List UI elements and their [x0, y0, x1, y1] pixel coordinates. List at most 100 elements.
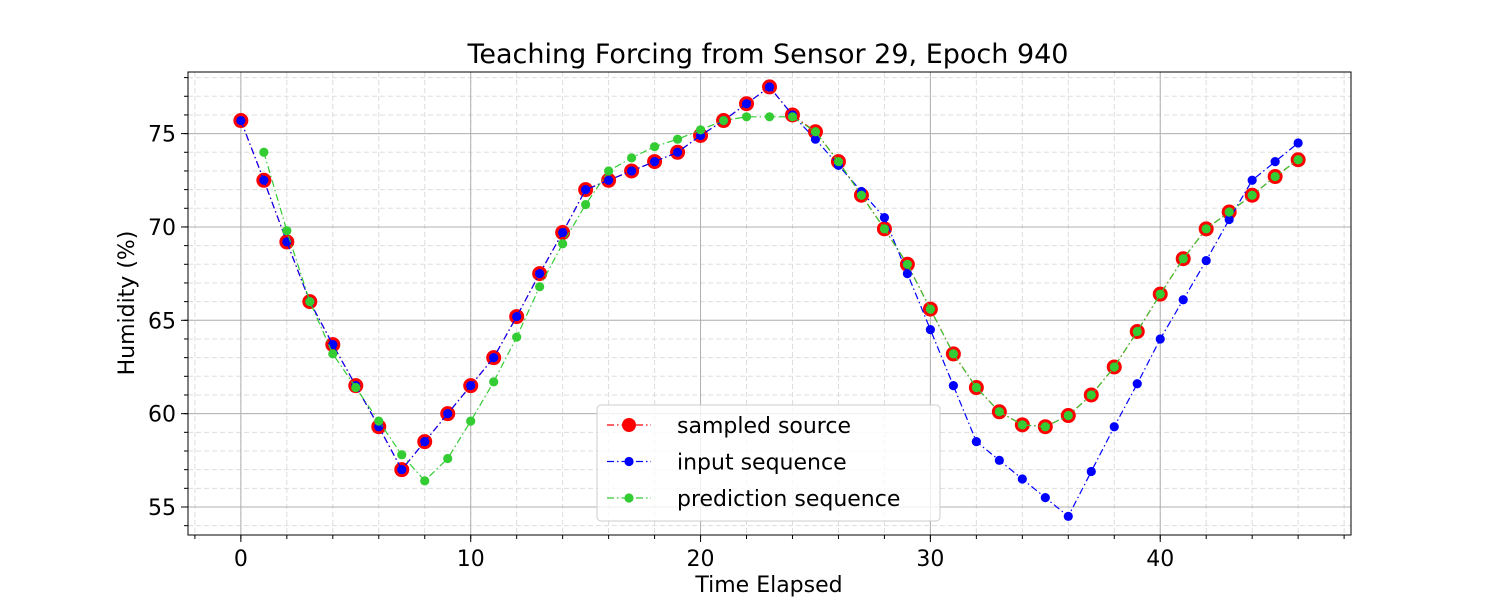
data-point-prediction-sequence — [259, 147, 269, 157]
data-point-input-sequence — [626, 166, 637, 176]
data-point-input-sequence — [879, 213, 890, 223]
data-point-prediction-sequence — [1132, 326, 1142, 337]
data-point-prediction-sequence — [282, 226, 292, 236]
legend-item-sampled-source: sampled source — [607, 414, 851, 439]
y-tick-label: 70 — [148, 216, 176, 241]
data-point-prediction-sequence — [604, 166, 614, 176]
data-point-prediction-sequence — [856, 190, 867, 200]
data-point-prediction-sequence — [833, 157, 844, 167]
x-tick-label: 20 — [687, 547, 715, 572]
legend-label-input-sequence: input sequence — [677, 451, 847, 476]
y-tick-label: 65 — [148, 309, 176, 334]
data-point-input-sequence — [1040, 493, 1050, 503]
data-point-input-sequence — [971, 437, 981, 447]
x-tick-label: 40 — [1146, 547, 1174, 572]
data-point-prediction-sequence — [351, 382, 361, 393]
data-point-input-sequence — [1132, 379, 1142, 389]
data-point-prediction-sequence — [1017, 420, 1027, 430]
data-point-input-sequence — [1063, 511, 1073, 521]
data-point-prediction-sequence — [1293, 155, 1303, 165]
data-point-prediction-sequence — [328, 349, 338, 359]
x-tick-label: 0 — [234, 547, 248, 572]
data-point-prediction-sequence — [1201, 224, 1211, 234]
legend-marker-prediction-sequence — [624, 493, 634, 503]
data-point-input-sequence — [443, 409, 453, 419]
data-point-prediction-sequence — [581, 199, 591, 210]
legend-label-prediction-sequence: prediction sequence — [677, 487, 900, 512]
series-line-prediction-sequence — [263, 116, 1299, 482]
data-point-prediction-sequence — [626, 153, 637, 163]
data-point-input-sequence — [1086, 466, 1096, 477]
data-point-prediction-sequence — [764, 112, 775, 122]
data-point-prediction-sequence — [1063, 410, 1073, 421]
data-point-input-sequence — [902, 269, 913, 279]
data-point-prediction-sequence — [558, 239, 568, 249]
data-point-input-sequence — [1201, 255, 1211, 266]
data-point-input-sequence — [764, 82, 775, 92]
data-point-input-sequence — [1224, 214, 1234, 225]
series-prediction-sequence — [259, 112, 1303, 486]
y-tick-label: 55 — [148, 496, 176, 521]
data-point-prediction-sequence — [718, 115, 729, 126]
data-point-input-sequence — [649, 157, 660, 167]
data-point-input-sequence — [489, 353, 499, 363]
legend-item-input-sequence: input sequence — [607, 451, 847, 476]
plot-area-frame — [187, 71, 1352, 536]
data-point-prediction-sequence — [1109, 362, 1119, 372]
data-point-prediction-sequence — [1224, 207, 1234, 217]
data-point-prediction-sequence — [397, 450, 407, 460]
data-point-prediction-sequence — [305, 297, 315, 307]
legend-marker-sampled-source — [622, 418, 636, 432]
data-point-input-sequence — [328, 339, 338, 350]
data-point-input-sequence — [420, 437, 430, 447]
data-point-prediction-sequence — [1247, 190, 1257, 200]
data-point-prediction-sequence — [925, 304, 935, 314]
data-point-input-sequence — [259, 175, 269, 185]
axis-ticks: 0 10 20 30 40 55 60 65 70 75 — [148, 77, 1345, 572]
data-point-input-sequence — [466, 381, 476, 391]
legend-box — [596, 404, 941, 522]
data-point-prediction-sequence — [1155, 289, 1165, 299]
data-point-input-sequence — [558, 227, 568, 238]
data-point-prediction-sequence — [420, 476, 430, 486]
data-point-input-sequence — [1178, 295, 1188, 305]
data-point-prediction-sequence — [787, 112, 798, 122]
legend-label-sampled-source: sampled source — [677, 414, 851, 439]
y-tick-label: 60 — [148, 403, 176, 428]
data-point-prediction-sequence — [902, 259, 913, 269]
legend-marker-input-sequence — [624, 456, 634, 467]
data-point-prediction-sequence — [971, 382, 981, 393]
data-point-input-sequence — [1247, 175, 1257, 185]
data-point-prediction-sequence — [512, 332, 522, 342]
data-point-input-sequence — [948, 381, 958, 391]
data-point-prediction-sequence — [994, 407, 1004, 417]
data-point-input-sequence — [1293, 138, 1303, 148]
x-tick-label: 30 — [916, 547, 944, 572]
data-point-input-sequence — [1270, 157, 1280, 167]
data-point-prediction-sequence — [1040, 422, 1050, 432]
data-point-input-sequence — [1017, 474, 1027, 484]
series-layer — [233, 79, 1306, 521]
data-point-prediction-sequence — [1178, 254, 1188, 264]
data-point-input-sequence — [1109, 422, 1119, 432]
data-point-input-sequence — [810, 134, 821, 144]
data-point-prediction-sequence — [810, 127, 821, 137]
data-point-prediction-sequence — [741, 112, 752, 122]
data-point-prediction-sequence — [879, 224, 890, 234]
legend-item-prediction-sequence: prediction sequence — [607, 487, 900, 512]
legend: sampled source input sequence prediction s… — [596, 404, 941, 522]
data-point-input-sequence — [397, 465, 407, 475]
y-tick-label: 75 — [148, 123, 176, 148]
data-point-prediction-sequence — [466, 416, 476, 426]
data-point-input-sequence — [581, 185, 591, 195]
data-point-input-sequence — [1155, 334, 1165, 344]
data-point-prediction-sequence — [1086, 390, 1096, 400]
data-point-input-sequence — [741, 99, 752, 109]
data-point-prediction-sequence — [649, 142, 660, 152]
data-point-input-sequence — [535, 269, 545, 279]
data-point-prediction-sequence — [443, 453, 453, 464]
chart-title: Teaching Forcing from Sensor 29, Epoch 9… — [467, 39, 1069, 70]
data-point-prediction-sequence — [489, 377, 499, 387]
